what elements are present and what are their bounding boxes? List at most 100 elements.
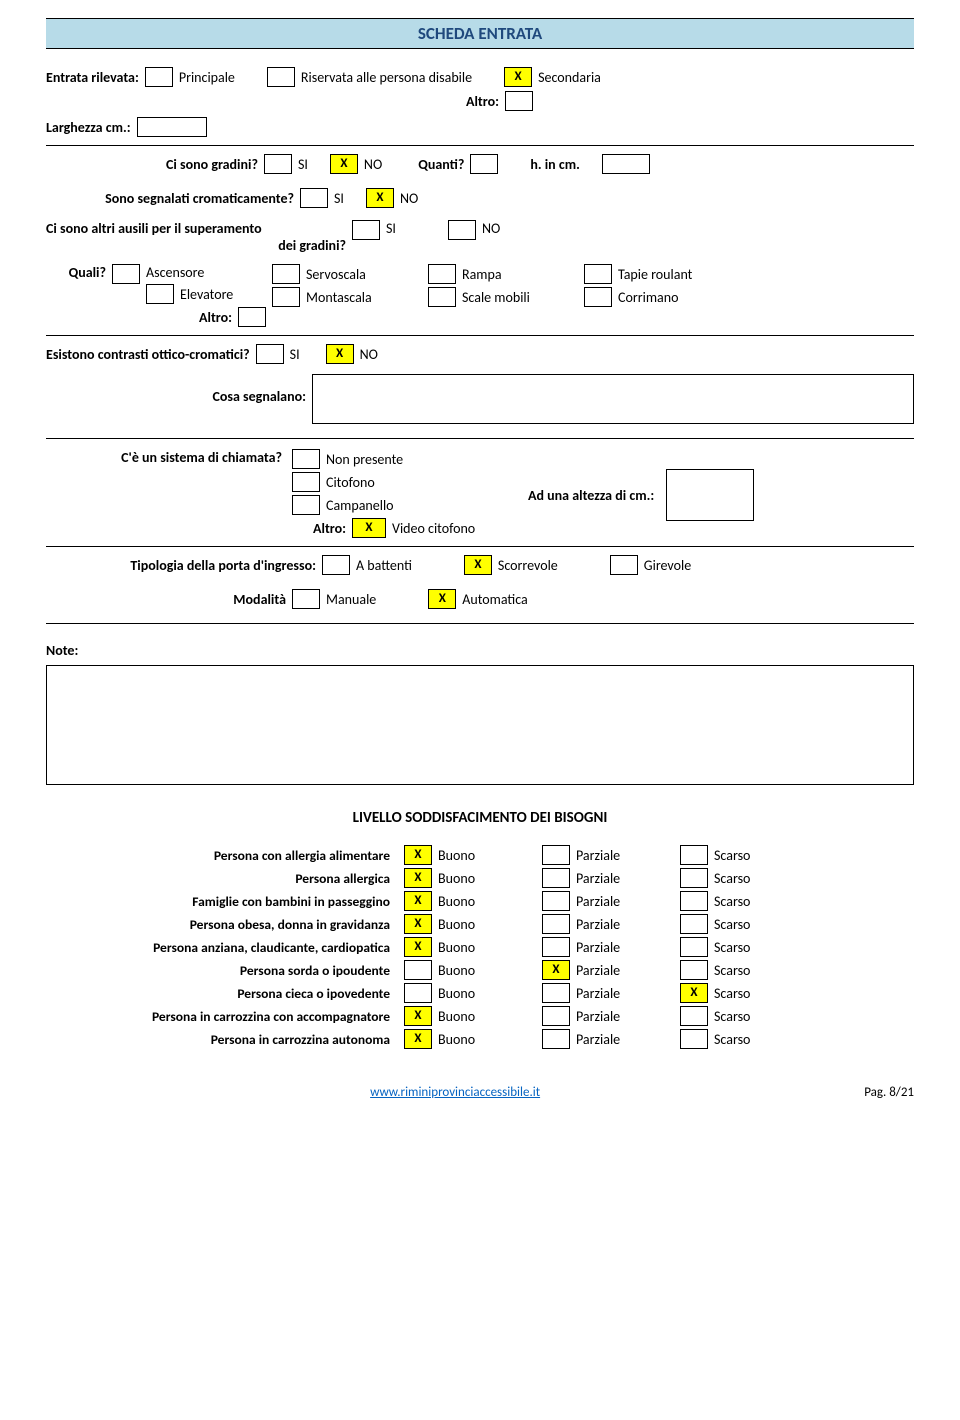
checkbox-secondaria[interactable]: X — [504, 67, 532, 87]
contrasti-no-box[interactable]: X — [326, 344, 354, 364]
segnalati-si-box[interactable] — [300, 188, 328, 208]
hincm-input[interactable] — [602, 154, 650, 174]
needs-cell-scarso: Scarso — [680, 845, 810, 865]
quali-servoscala-box[interactable] — [272, 264, 300, 284]
modalita-automatica-box[interactable]: X — [428, 589, 456, 609]
girevole-box[interactable] — [610, 555, 638, 575]
needs-scarso-box[interactable] — [680, 845, 708, 865]
needs-scarso-box[interactable] — [680, 937, 708, 957]
needs-buono-box[interactable] — [404, 960, 432, 980]
needs-buono-box[interactable]: X — [404, 1006, 432, 1026]
segnalati-no-box[interactable]: X — [366, 188, 394, 208]
cosa-input[interactable] — [312, 374, 914, 424]
needs-cell-parziale: Parziale — [542, 937, 672, 957]
needs-buono-box[interactable] — [404, 983, 432, 1003]
needs-parziale-box[interactable] — [542, 914, 570, 934]
needs-cell-buono: X Buono — [404, 914, 534, 934]
needs-buono-box[interactable]: X — [404, 845, 432, 865]
ausili-no: NO — [482, 220, 500, 237]
gradini-row: Ci sono gradini? SI X NO Quanti? h. in c… — [46, 154, 914, 174]
needs-parziale-box[interactable] — [542, 937, 570, 957]
chiamata-nonpresente-box[interactable] — [292, 449, 320, 469]
chiamata-citofono-box[interactable] — [292, 472, 320, 492]
quali-montascala-box[interactable] — [272, 287, 300, 307]
entrata-label: Entrata rilevata: — [46, 69, 139, 86]
needs-scarso-label: Scarso — [714, 916, 750, 933]
needs-buono-label: Buono — [438, 916, 475, 933]
needs-parziale-label: Parziale — [576, 893, 620, 910]
needs-label: Persona allergica — [46, 870, 396, 887]
needs-cell-buono: XBuono — [404, 868, 534, 888]
larghezza-label: Larghezza cm.: — [46, 119, 131, 136]
needs-scarso-label: Scarso — [714, 847, 750, 864]
needs-parziale-box[interactable] — [542, 1029, 570, 1049]
needs-table: Persona con allergia alimentare X Buono Par… — [46, 845, 914, 1049]
quali-elevatore-box[interactable] — [146, 284, 174, 304]
needs-buono-label: Buono — [438, 1031, 475, 1048]
needs-parziale-box[interactable] — [542, 1006, 570, 1026]
girevole: Girevole — [644, 557, 691, 574]
contrasti-q: Esistono contrasti ottico-cromatici? — [46, 346, 250, 363]
modalita-manuale-box[interactable] — [292, 589, 320, 609]
needs-parziale-box[interactable] — [542, 891, 570, 911]
needs-label: Persona in carrozzina con accompagnatore — [46, 1008, 396, 1025]
ausili-si-box[interactable] — [352, 220, 380, 240]
needs-buono-box[interactable]: X — [404, 937, 432, 957]
needs-parziale-box[interactable] — [542, 983, 570, 1003]
ausili-si: SI — [386, 220, 396, 237]
checkbox-riservata[interactable] — [267, 67, 295, 87]
quali-rampa: Rampa — [462, 266, 502, 283]
checkbox-principale[interactable] — [145, 67, 173, 87]
quali-altro-box[interactable] — [238, 307, 266, 327]
needs-cell-buono: Buono — [404, 983, 534, 1003]
ausili-no-box[interactable] — [448, 220, 476, 240]
needs-label: Persona con allergia alimentare — [46, 847, 396, 864]
quali-ascensore-box[interactable] — [112, 264, 140, 284]
needs-buono-box[interactable]: X — [404, 891, 432, 911]
needs-cell-buono: Buono — [404, 960, 534, 980]
ausili-row: Ci sono altri ausili per il superamento … — [46, 220, 914, 254]
needs-scarso-box[interactable] — [680, 891, 708, 911]
quali-rampa-box[interactable] — [428, 264, 456, 284]
gradini-si-box[interactable] — [264, 154, 292, 174]
battenti-box[interactable] — [322, 555, 350, 575]
chiamata-altezza-input[interactable] — [666, 469, 754, 521]
larghezza-input[interactable] — [137, 117, 207, 137]
needs-parziale-label: Parziale — [576, 847, 620, 864]
quali-corrimano-box[interactable] — [584, 287, 612, 307]
scorrevole-box[interactable]: X — [464, 555, 492, 575]
gradini-no-box[interactable]: X — [330, 154, 358, 174]
needs-parziale-box[interactable] — [542, 868, 570, 888]
needs-cell-buono: XBuono — [404, 891, 534, 911]
chiamata-altro-box[interactable]: X — [352, 518, 386, 538]
footer-page: Pag. 8/21 — [864, 1085, 914, 1100]
needs-cell-scarso: XScarso — [680, 983, 810, 1003]
needs-scarso-box[interactable] — [680, 1029, 708, 1049]
needs-scarso-box[interactable] — [680, 1006, 708, 1026]
chiamata-campanello-box[interactable] — [292, 495, 320, 515]
needs-scarso-box[interactable] — [680, 868, 708, 888]
needs-parziale-box[interactable] — [542, 845, 570, 865]
needs-label: Persona sorda o ipoudente — [46, 962, 396, 979]
contrasti-no: NO — [360, 346, 378, 363]
needs-scarso-box[interactable] — [680, 960, 708, 980]
tipologia-row: Tipologia della porta d'ingresso: A batt… — [46, 555, 914, 575]
needs-scarso-box[interactable] — [680, 914, 708, 934]
needs-scarso-box[interactable]: X — [680, 983, 708, 1003]
needs-buono-box[interactable]: X — [404, 1029, 432, 1049]
needs-parziale-label: Parziale — [576, 1008, 620, 1025]
note-input[interactable] — [46, 665, 914, 785]
checkbox-entrata-altro[interactable] — [505, 91, 533, 111]
needs-scarso-label: Scarso — [714, 1008, 750, 1025]
needs-buono-box[interactable]: X — [404, 914, 432, 934]
segnalati-row: Sono segnalati cromaticamente? SI X NO — [46, 188, 914, 208]
footer-url[interactable]: www.riminiprovinciaccessibile.it — [370, 1085, 540, 1100]
quanti-input[interactable] — [470, 154, 498, 174]
contrasti-si-box[interactable] — [256, 344, 284, 364]
quali-tapie-box[interactable] — [584, 264, 612, 284]
gradini-si: SI — [298, 156, 308, 173]
scorrevole: Scorrevole — [498, 557, 558, 574]
needs-parziale-box[interactable]: X — [542, 960, 570, 980]
needs-buono-box[interactable]: X — [404, 868, 432, 888]
quali-scalemobili-box[interactable] — [428, 287, 456, 307]
